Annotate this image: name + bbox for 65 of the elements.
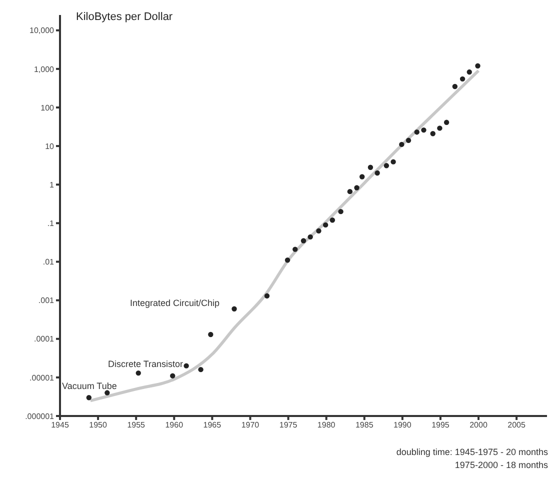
point (390, 159, 396, 164)
y-tick-label: .001 (38, 296, 55, 306)
x-tick-label: 1950 (89, 420, 108, 430)
x-tick-label: 1945 (51, 420, 70, 430)
point (300, 238, 306, 244)
y-tick-label: .1 (47, 219, 55, 228)
annotation: Integrated Circuit/Chip (130, 298, 220, 308)
point (466, 69, 472, 75)
point (354, 185, 360, 190)
point (452, 84, 458, 90)
y-tick-label: .000001 (25, 412, 55, 421)
point (86, 395, 92, 400)
x-tick-label: 2000 (470, 420, 488, 430)
text: 1975-2000 - 18 months (454, 459, 548, 472)
point (316, 228, 322, 234)
point (374, 170, 380, 176)
point (421, 127, 426, 133)
point (384, 163, 390, 168)
x-tick-label: 1985 (355, 420, 374, 430)
y-tick-label: 10 (45, 142, 55, 151)
x-tick-label: 1990 (394, 420, 412, 430)
point (264, 293, 270, 299)
y-tick-label: 1 (50, 180, 55, 190)
point (170, 373, 176, 378)
y-tick-label: .00001 (30, 373, 55, 382)
x-tick-label: 1970 (241, 420, 260, 430)
x-tick-label: 1960 (165, 420, 184, 430)
x-tick-label: 1965 (203, 420, 222, 430)
y-tick-label: 10,000 (30, 26, 55, 36)
point (444, 120, 450, 126)
point (208, 332, 214, 338)
point (368, 164, 374, 170)
point (136, 370, 141, 376)
point (232, 306, 237, 312)
point (460, 76, 466, 82)
point (338, 208, 344, 214)
point (330, 218, 336, 223)
point (406, 138, 412, 144)
y-tick-label: .0001 (34, 334, 55, 344)
point (359, 174, 365, 180)
point (284, 258, 290, 263)
x-tick-label: 1975 (279, 420, 298, 430)
point (198, 366, 204, 372)
y-axis-title: KiloBytes per Dollar (76, 11, 173, 23)
point (308, 234, 313, 240)
point (475, 63, 480, 68)
point (399, 142, 404, 148)
x-tick-label: 2005 (508, 420, 526, 430)
y-tick-label: 100 (40, 103, 55, 112)
text: doubling time: 1945-1975 - 20 months (395, 446, 548, 459)
point (437, 126, 442, 131)
x-tick-label: 1955 (127, 420, 146, 430)
point (414, 129, 420, 135)
x-tick-label: 1995 (432, 420, 450, 430)
point (322, 222, 328, 228)
point (430, 131, 436, 136)
x-tick-label: 1980 (317, 420, 336, 430)
point (184, 363, 189, 368)
point (104, 390, 110, 396)
annotation: Discrete Transistor (108, 359, 184, 369)
y-tick-label: 1,000 (34, 64, 55, 74)
point (292, 246, 298, 252)
annotation: Vacuum Tube (62, 381, 117, 391)
y-tick-label: .01 (42, 258, 55, 267)
point (347, 188, 353, 194)
